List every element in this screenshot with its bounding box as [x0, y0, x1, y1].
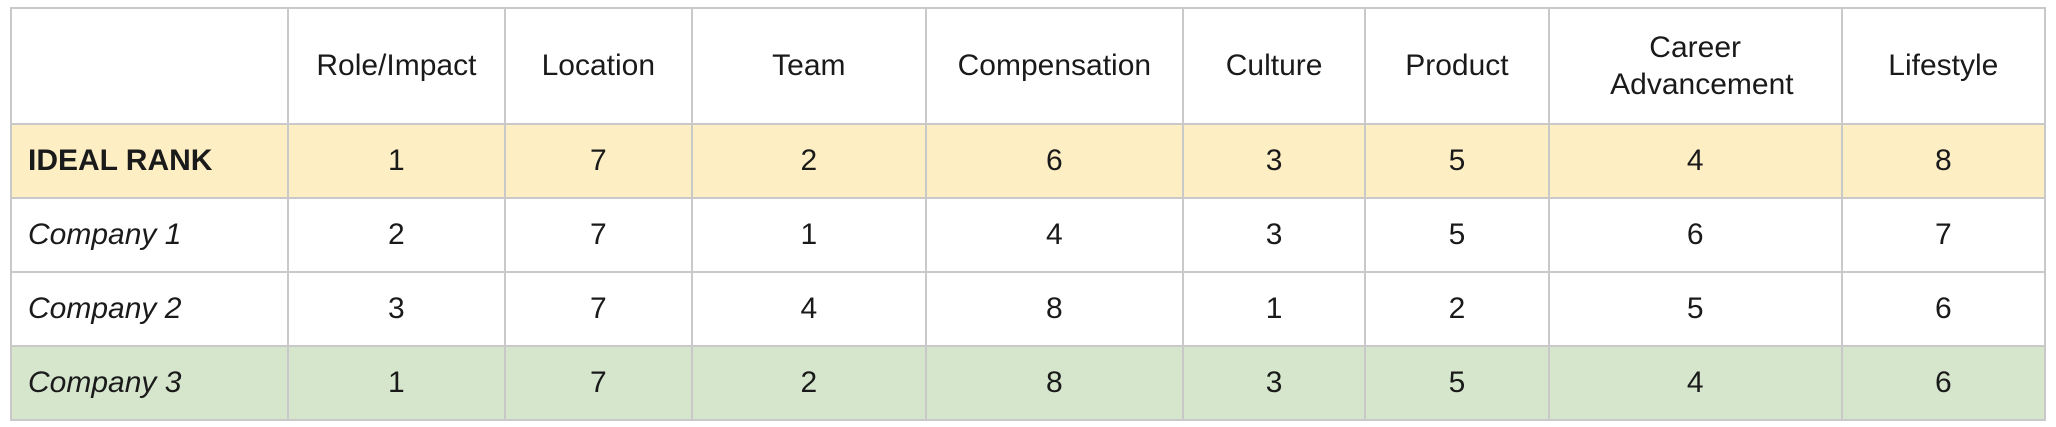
table-cell: 1 — [1182, 271, 1367, 347]
table-cell: 7 — [1840, 197, 2047, 273]
table-cell: 6 — [924, 123, 1185, 199]
table-row-company-3: Company 3 1 7 2 8 3 5 4 6 — [9, 345, 2047, 421]
table-cell: 4 — [691, 271, 927, 347]
table-cell: 8 — [1840, 123, 2047, 199]
table-cell: 5 — [1547, 271, 1843, 347]
table-row-company-1: Company 1 2 7 1 4 3 5 6 7 — [9, 197, 2047, 273]
header-cell-culture: Culture — [1182, 7, 1367, 125]
header-cell-role-impact: Role/Impact — [287, 7, 506, 125]
header-row: Role/Impact Location Team Compensation C… — [9, 7, 2047, 125]
table-cell: 4 — [924, 197, 1185, 273]
table-cell: 5 — [1364, 345, 1550, 421]
ranking-table: Role/Impact Location Team Compensation C… — [9, 7, 2047, 421]
row-label: IDEAL RANK — [9, 123, 290, 199]
table-cell: 8 — [924, 271, 1185, 347]
table-cell: 6 — [1840, 345, 2047, 421]
table-row-ideal-rank: IDEAL RANK 1 7 2 6 3 5 4 8 — [9, 123, 2047, 199]
header-cell-team: Team — [691, 7, 927, 125]
table-cell: 7 — [503, 271, 694, 347]
table-cell: 7 — [503, 345, 694, 421]
career-advancement-label: Career Advancement — [1610, 30, 1794, 102]
table-row-company-2: Company 2 3 7 4 8 1 2 5 6 — [9, 271, 2047, 347]
table-cell: 7 — [503, 197, 694, 273]
table-cell: 7 — [503, 123, 694, 199]
table-cell: 4 — [1547, 123, 1843, 199]
table-cell: 5 — [1364, 197, 1550, 273]
table-cell: 2 — [1364, 271, 1550, 347]
table-cell: 6 — [1840, 271, 2047, 347]
table-cell: 4 — [1547, 345, 1843, 421]
table-cell: 5 — [1364, 123, 1550, 199]
table-cell: 1 — [287, 345, 506, 421]
table-cell: 8 — [924, 345, 1185, 421]
table-cell: 2 — [691, 123, 927, 199]
row-label: Company 2 — [9, 271, 290, 347]
table-cell: 3 — [1182, 197, 1367, 273]
header-cell-product: Product — [1364, 7, 1550, 125]
row-label: Company 3 — [9, 345, 290, 421]
ranking-table-container: Role/Impact Location Team Compensation C… — [9, 7, 2047, 421]
header-cell-lifestyle: Lifestyle — [1840, 7, 2047, 125]
table-cell: 2 — [287, 197, 506, 273]
row-label: Company 1 — [9, 197, 290, 273]
header-cell-empty — [9, 7, 290, 125]
header-cell-career-advancement: Career Advancement — [1547, 7, 1843, 125]
header-cell-compensation: Compensation — [924, 7, 1185, 125]
table-cell: 1 — [287, 123, 506, 199]
table-cell: 2 — [691, 345, 927, 421]
table-cell: 3 — [1182, 123, 1367, 199]
table-cell: 3 — [1182, 345, 1367, 421]
table-cell: 1 — [691, 197, 927, 273]
table-cell: 6 — [1547, 197, 1843, 273]
header-cell-location: Location — [503, 7, 694, 125]
table-cell: 3 — [287, 271, 506, 347]
